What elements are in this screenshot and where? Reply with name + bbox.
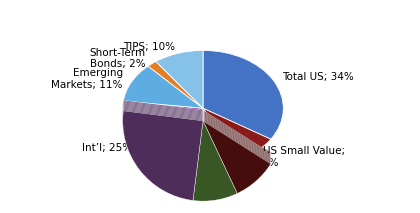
Wedge shape [193,116,237,196]
Wedge shape [203,120,271,192]
Wedge shape [148,62,203,108]
Wedge shape [156,50,203,108]
Wedge shape [193,115,237,195]
Wedge shape [203,112,271,185]
Text: TIPS; 10%: TIPS; 10% [123,42,175,52]
Wedge shape [123,104,203,194]
Wedge shape [123,106,203,196]
Wedge shape [123,111,203,200]
Wedge shape [123,102,203,192]
Text: Short-Term
Bonds; 2%: Short-Term Bonds; 2% [89,47,146,69]
Wedge shape [193,121,237,201]
Wedge shape [123,101,203,166]
Wedge shape [203,121,271,193]
Wedge shape [123,66,203,108]
Wedge shape [193,110,237,191]
Wedge shape [193,119,237,199]
Wedge shape [123,99,203,189]
Wedge shape [193,118,237,198]
Wedge shape [123,100,203,190]
Text: US Small Value;
9%: US Small Value; 9% [262,146,345,168]
Wedge shape [203,118,271,190]
Wedge shape [193,117,237,197]
Wedge shape [203,110,271,183]
Wedge shape [203,115,271,187]
Wedge shape [193,108,237,166]
Wedge shape [193,114,237,194]
Wedge shape [123,104,203,193]
Wedge shape [193,111,237,192]
Wedge shape [203,117,271,189]
Wedge shape [203,114,271,186]
Wedge shape [193,120,237,200]
Wedge shape [123,108,203,197]
Text: REIT; 9%: REIT; 9% [217,167,263,177]
Wedge shape [203,50,284,139]
Text: Emerging
Markets; 11%: Emerging Markets; 11% [52,68,123,90]
Wedge shape [203,108,271,161]
Text: Total US; 34%: Total US; 34% [282,72,354,82]
Wedge shape [203,119,271,191]
Wedge shape [123,110,203,199]
Wedge shape [123,101,203,191]
Wedge shape [203,116,271,188]
Wedge shape [123,109,203,198]
Wedge shape [203,109,271,182]
Wedge shape [123,105,203,195]
Wedge shape [203,111,271,184]
Wedge shape [193,109,237,190]
Text: Int’l; 25%: Int’l; 25% [82,143,132,153]
Wedge shape [193,112,237,193]
